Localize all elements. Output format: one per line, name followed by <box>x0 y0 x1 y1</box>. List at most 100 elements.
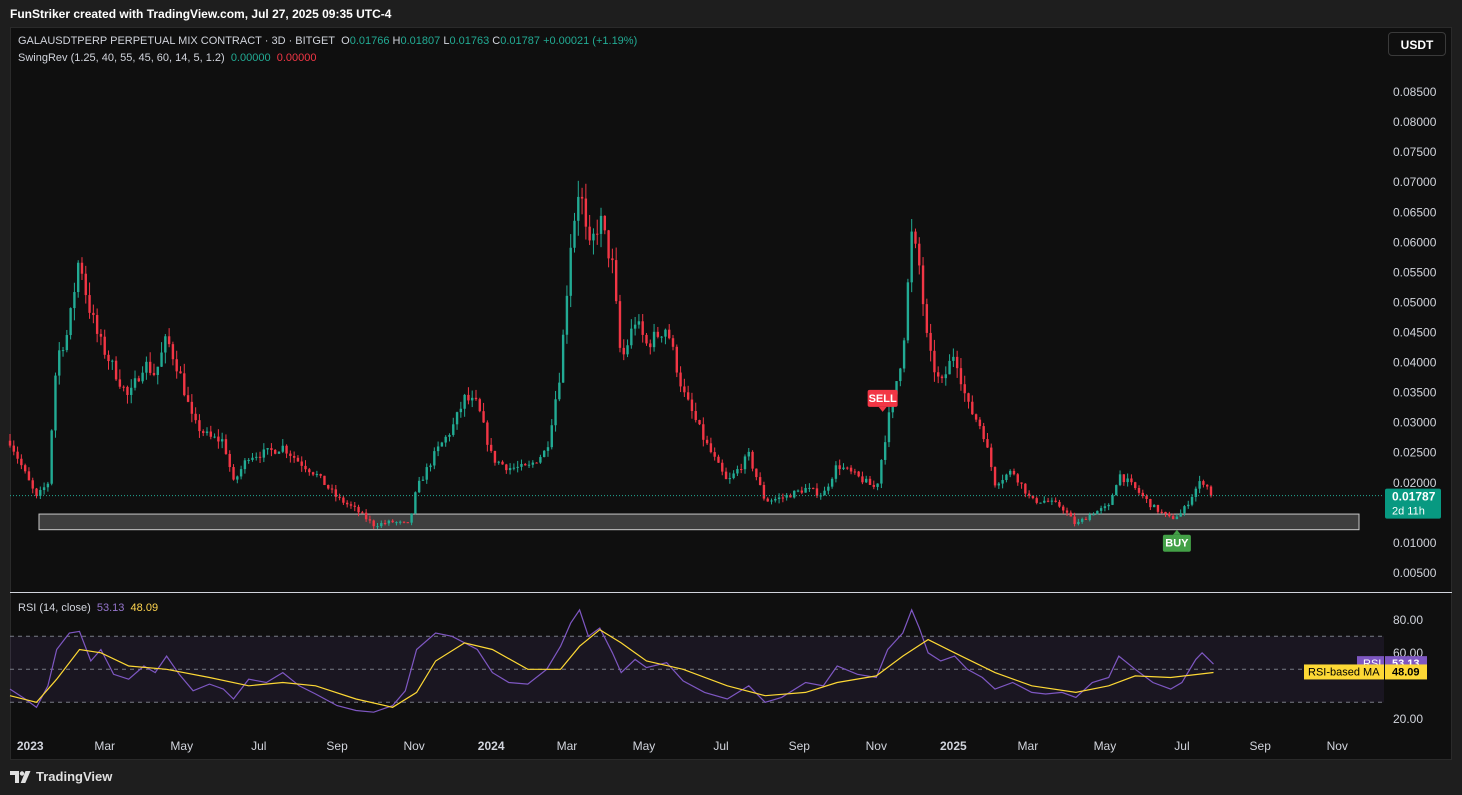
candle-body <box>527 464 531 466</box>
candle-body <box>618 301 622 348</box>
candle-body <box>944 374 947 379</box>
candle-body <box>1171 516 1175 520</box>
candle-body <box>910 231 913 283</box>
candle-body <box>861 476 864 483</box>
price-tick-label: 0.02500 <box>1393 446 1437 460</box>
candle-body <box>997 483 1001 486</box>
candle-body <box>478 399 481 412</box>
time-axis[interactable]: 2023 Mar May Jul Sep Nov 2024 Mar May Jul Sep Nov 20… <box>17 739 1348 753</box>
candle-body <box>1107 504 1110 507</box>
price-tick-label: 0.00500 <box>1393 566 1437 580</box>
high-value: 0.01807 <box>400 35 441 47</box>
candle-body <box>902 340 906 369</box>
candle-body <box>770 500 773 502</box>
candle-body <box>1080 518 1084 522</box>
candle-body <box>474 397 478 400</box>
candle-body <box>728 478 732 480</box>
candle-body <box>266 448 269 450</box>
candle-body <box>717 456 720 463</box>
sell-signal-pointer <box>878 406 887 412</box>
candle-body <box>777 497 781 499</box>
pane-separator[interactable] <box>10 592 1452 593</box>
rsi-ma-tag-label: RSI-based MA <box>1308 666 1380 678</box>
currency-button[interactable]: USDT <box>1388 32 1446 56</box>
sell-signal-label <box>867 389 898 407</box>
candle-body <box>171 344 175 360</box>
ohlc-legend: GALAUSDTPERP PERPETUAL MIX CONTRACT · 3D… <box>18 35 637 47</box>
sell-signal-text: SELL <box>869 393 897 405</box>
time-tick-label: 2024 <box>478 739 505 753</box>
candle-body <box>887 412 891 443</box>
rsi-ma-tag-value: 48.09 <box>1392 666 1420 678</box>
candle-body <box>929 332 932 351</box>
candle-body <box>304 465 307 470</box>
candle-body <box>1187 504 1190 507</box>
candle-body <box>274 449 277 454</box>
candle-body <box>849 467 853 472</box>
candle-body <box>1152 504 1156 508</box>
time-tick-label: Jul <box>251 739 266 753</box>
candle-body <box>1008 470 1012 475</box>
close-label: C <box>492 35 501 47</box>
candle-body <box>546 447 550 451</box>
candle-body <box>35 488 38 496</box>
rsi-ma-legend-value: 48.09 <box>130 602 159 614</box>
candle-body <box>918 243 921 266</box>
time-tick-label: Mar <box>94 739 115 753</box>
time-tick-label: Mar <box>557 739 578 753</box>
candle-body <box>872 484 876 487</box>
rsi-legend: RSI (14, close) 53.13 48.09 <box>18 602 158 614</box>
candle-body <box>236 476 239 480</box>
candle-body <box>626 345 629 355</box>
price-tick-label: 0.07000 <box>1393 175 1437 189</box>
candle-body <box>175 359 178 372</box>
candle-body <box>334 489 338 497</box>
candle-body <box>300 461 303 466</box>
candle-body <box>793 490 796 498</box>
time-tick-label: Sep <box>326 739 348 753</box>
candle-body <box>224 439 228 454</box>
candle-body <box>561 334 565 383</box>
price-tick-label: 0.03500 <box>1393 386 1437 400</box>
candle-body <box>838 465 841 470</box>
candle-body <box>762 485 766 499</box>
candle-body <box>1039 502 1042 504</box>
footer-brand[interactable]: TradingView <box>10 769 112 784</box>
candle-group <box>8 180 1213 530</box>
candle-body <box>42 487 46 491</box>
chart-caption: FunStriker created with TradingView.com,… <box>10 7 392 21</box>
low-value: 0.01763 <box>449 35 490 47</box>
candle-body <box>455 412 459 425</box>
chart-frame <box>10 27 1452 760</box>
candle-body <box>311 472 315 475</box>
candle-body <box>327 485 330 489</box>
candle-body <box>387 520 391 524</box>
time-tick-label: 2025 <box>940 739 967 753</box>
candle-body <box>16 451 19 459</box>
candle-body <box>596 233 599 235</box>
candle-body <box>592 233 595 241</box>
candle-body <box>520 464 523 467</box>
indicator-name: SwingRev (1.25, 40, 55, 45, 60, 14, 5, 1… <box>18 52 225 64</box>
candle-body <box>1088 514 1091 520</box>
candle-body <box>906 282 910 341</box>
candle-body <box>599 215 603 234</box>
candle-body <box>573 220 576 248</box>
buy-signal-text: BUY <box>1165 538 1189 550</box>
candle-body <box>406 522 410 524</box>
candle-body <box>766 498 769 502</box>
candle-body <box>971 401 974 415</box>
candle-body <box>1046 500 1050 502</box>
candle-body <box>686 392 690 400</box>
candle-body <box>183 373 186 396</box>
candle-body <box>535 462 538 464</box>
candle-body <box>959 368 963 385</box>
price-tick-label: 0.08500 <box>1393 85 1437 99</box>
candle-body <box>842 467 845 470</box>
price-axis[interactable]: 0.08500 0.08000 0.07500 0.07000 0.06500 0.060… <box>1385 85 1441 580</box>
rsi-ma-tag-value-bg <box>1385 664 1427 680</box>
candle-body <box>1005 474 1008 481</box>
candle-body <box>990 447 993 468</box>
candle-body <box>607 230 610 259</box>
